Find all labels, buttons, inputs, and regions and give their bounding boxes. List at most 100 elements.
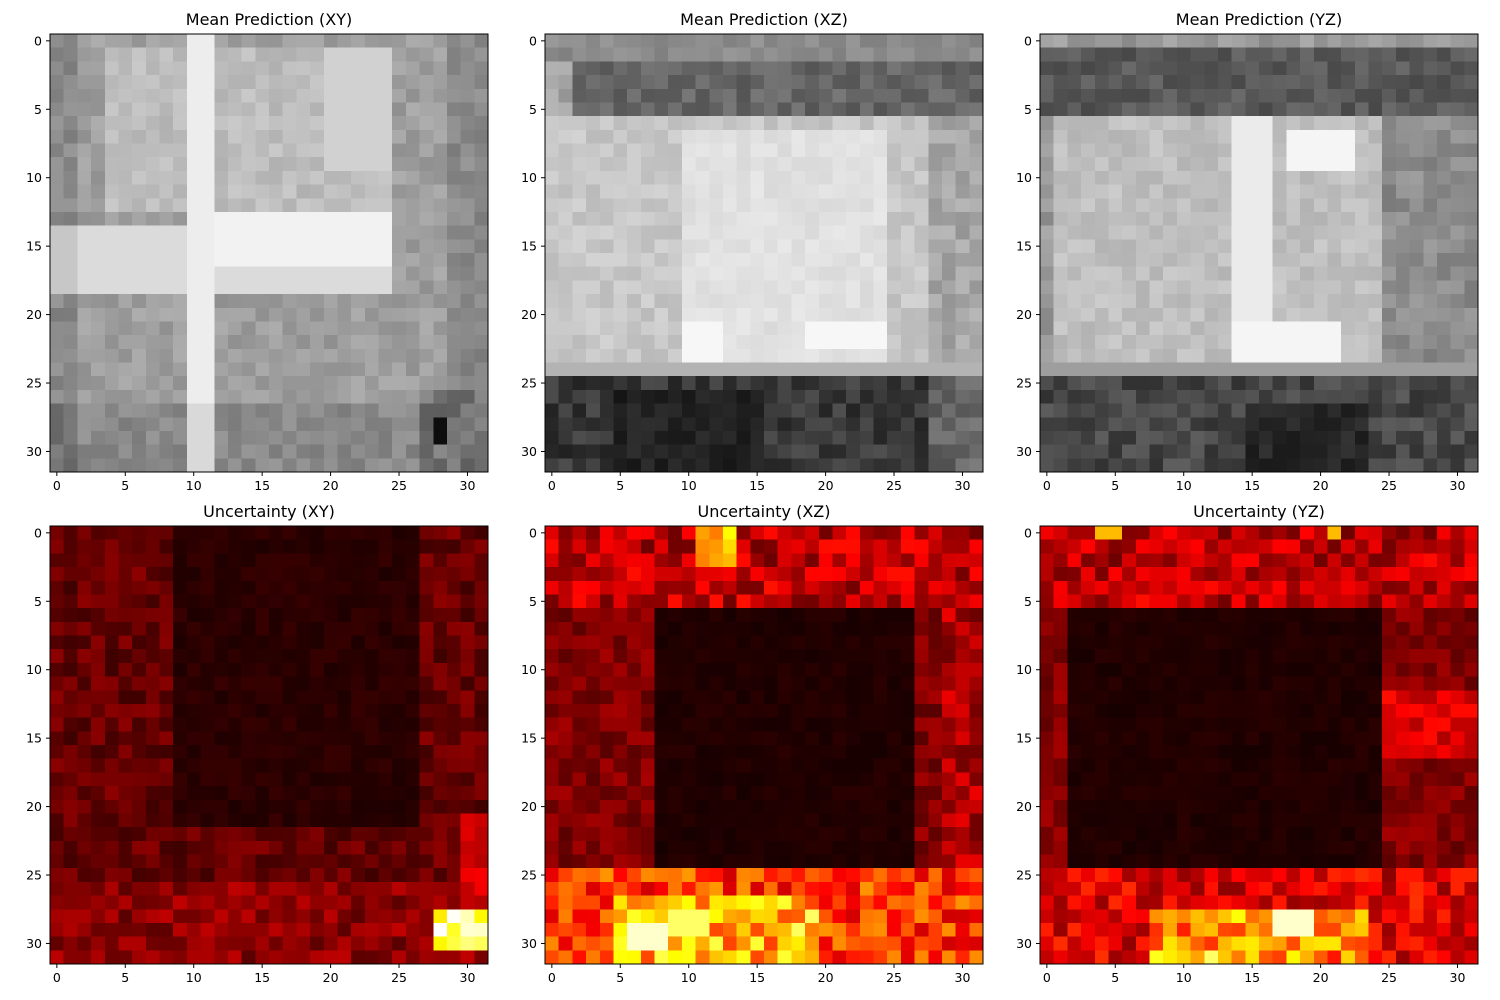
- heatmap-cell: [186, 895, 201, 910]
- heatmap-cell: [955, 772, 970, 787]
- heatmap-cell: [722, 34, 738, 49]
- heatmap-cell: [269, 170, 284, 185]
- heatmap-cell: [1122, 335, 1137, 350]
- heatmap-cell: [351, 786, 366, 801]
- heatmap-cell: [296, 184, 311, 199]
- heatmap-cell: [1286, 294, 1301, 309]
- heatmap-cell: [1053, 88, 1068, 103]
- heatmap-cell: [269, 362, 284, 377]
- heatmap-cell: [186, 881, 201, 896]
- heatmap-cell: [818, 225, 833, 240]
- heatmap-cell: [323, 854, 338, 869]
- heatmap-cell: [873, 526, 888, 541]
- heatmap-cell: [832, 840, 847, 855]
- heatmap-cell: [474, 922, 489, 938]
- heatmap-cell: [1395, 47, 1410, 62]
- heatmap-cell: [145, 703, 160, 719]
- heatmap-cell: [1450, 335, 1465, 350]
- heatmap-cell: [173, 34, 188, 49]
- heatmap-cell: [405, 389, 420, 404]
- heatmap-cell: [805, 786, 820, 801]
- heatmap-cell: [586, 116, 601, 131]
- heatmap-cell: [709, 75, 724, 90]
- heatmap-cell: [914, 239, 929, 254]
- heatmap-cell: [928, 758, 943, 773]
- heatmap-cell: [599, 444, 614, 459]
- heatmap-cell: [255, 335, 270, 350]
- heatmap-cell: [722, 225, 738, 240]
- heatmap-cell: [1464, 321, 1479, 336]
- heatmap-cell: [599, 772, 614, 787]
- heatmap-cell: [599, 458, 614, 473]
- heatmap-cell: [446, 430, 462, 446]
- heatmap-cell: [586, 662, 601, 677]
- heatmap-cell: [750, 376, 765, 391]
- heatmap-cell: [640, 621, 655, 636]
- heatmap-cell: [77, 444, 92, 459]
- heatmap-cell: [1190, 47, 1205, 62]
- heatmap-cell: [791, 676, 806, 691]
- heatmap-cell: [337, 184, 352, 199]
- heatmap-cell: [282, 143, 297, 158]
- heatmap-cell: [255, 444, 270, 459]
- heatmap-cell: [296, 129, 311, 144]
- heatmap-cell: [709, 758, 724, 773]
- heatmap-cell: [474, 335, 489, 350]
- heatmap-cell: [392, 389, 407, 404]
- heatmap-cell: [668, 703, 683, 719]
- heatmap-cell: [1354, 321, 1369, 336]
- heatmap-cell: [50, 690, 65, 705]
- heatmap-cell: [1354, 170, 1369, 185]
- heatmap-cell: [955, 608, 970, 623]
- heatmap-cell: [859, 594, 874, 609]
- heatmap-cell: [1327, 170, 1342, 185]
- heatmap-cell: [1259, 225, 1274, 240]
- heatmap-cell: [1313, 198, 1328, 213]
- heatmap-cell: [214, 266, 229, 281]
- heatmap-cell: [558, 157, 573, 172]
- heatmap-cell: [1382, 61, 1397, 76]
- heatmap-cell: [104, 553, 119, 568]
- heatmap-cell: [405, 61, 420, 76]
- heatmap-cell: [1081, 376, 1096, 391]
- heatmap-cell: [91, 868, 106, 883]
- heatmap-cell: [900, 184, 915, 199]
- heatmap-cell: [419, 786, 434, 801]
- heatmap-cell: [859, 635, 874, 650]
- x-tick-label: 5: [1111, 478, 1119, 493]
- heatmap-cell: [405, 539, 420, 554]
- heatmap-cell: [654, 239, 669, 254]
- heatmap-cell: [941, 662, 957, 677]
- heatmap-cell: [1300, 184, 1315, 199]
- heatmap-cell: [640, 34, 655, 49]
- heatmap-cell: [173, 553, 188, 568]
- heatmap-cell: [323, 266, 338, 281]
- heatmap-cell: [640, 608, 655, 623]
- heatmap-cell: [63, 662, 78, 677]
- heatmap-cell: [1464, 143, 1479, 158]
- heatmap-cell: [118, 143, 133, 158]
- heatmap-cell: [558, 662, 573, 677]
- heatmap-cell: [1204, 211, 1219, 227]
- heatmap-cell: [337, 430, 352, 446]
- heatmap-cell: [186, 772, 201, 787]
- heatmap-cell: [159, 198, 174, 213]
- heatmap-cell: [777, 758, 792, 773]
- heatmap-cell: [695, 676, 710, 691]
- heatmap-cell: [832, 335, 847, 350]
- heatmap-cell: [832, 348, 847, 363]
- heatmap-cell: [1053, 307, 1068, 322]
- heatmap-cell: [419, 458, 434, 473]
- heatmap-cell: [1081, 444, 1096, 459]
- heatmap-cell: [310, 676, 325, 691]
- heatmap-cell: [846, 211, 861, 227]
- heatmap-cell: [63, 61, 78, 76]
- heatmap-cell: [805, 198, 820, 213]
- heatmap-cell: [791, 184, 806, 199]
- heatmap-cell: [1436, 157, 1452, 172]
- heatmap-cell: [709, 608, 724, 623]
- heatmap-cell: [695, 526, 710, 541]
- heatmap-cell: [186, 211, 201, 227]
- heatmap-cell: [378, 211, 393, 227]
- heatmap-cell: [558, 594, 573, 609]
